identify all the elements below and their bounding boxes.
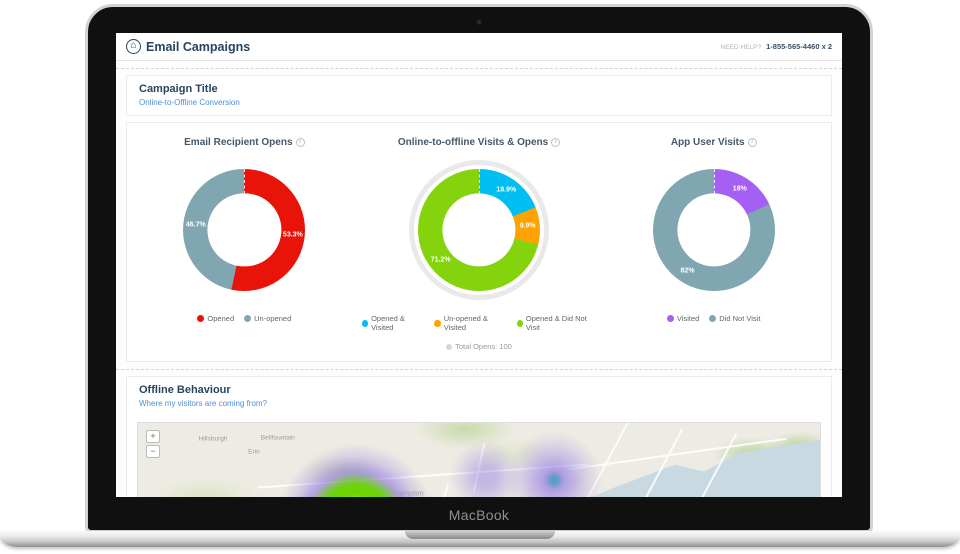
info-icon[interactable]: i <box>747 138 757 147</box>
chart-email-recipient-opens: Email Recipient Opens i 53.3% 46.7% Opene… <box>127 127 362 351</box>
donut-outer-ring: 18.9% 9.9% 71.2% <box>409 160 549 300</box>
legend-item: Un-opened <box>244 314 291 323</box>
chart-title: Online-to-offline Visits & Opens i <box>397 137 561 148</box>
chart-legend: Opened & Visited Un-opened & Visited Opene… <box>361 314 597 332</box>
slice-value-label: 18% <box>732 185 747 193</box>
help-area: NEED HELP? 1-855-565-4460 x 2 <box>721 42 832 51</box>
donut-stage: 53.3% 46.7% <box>183 154 306 306</box>
heatmap-spot <box>281 423 432 497</box>
donut-chart[interactable]: 18% 82% <box>652 169 775 291</box>
info-icon[interactable]: i <box>295 138 305 147</box>
chart-title-text: Email Recipient Opens <box>184 137 293 148</box>
slice-value-label: 71.2% <box>430 256 451 264</box>
heatmap-map[interactable]: Hillsburgh Bellfountain Erin Brampton + − <box>137 422 821 497</box>
macbook-brand-label: MacBook <box>448 507 510 523</box>
map-road <box>428 484 450 497</box>
chart-title: App User Visits i <box>671 137 757 148</box>
donut-chart[interactable]: 18.9% 9.9% 71.2% <box>418 169 540 291</box>
map-place-label: Erin <box>248 448 260 456</box>
legend-label: Un-opened <box>254 314 292 323</box>
dashboard: ⌂ Email Campaigns NEED HELP? 1-855-565-4… <box>116 33 842 497</box>
total-opens-text: Total Opens: 100 <box>455 342 512 351</box>
campaign-title-heading: Campaign Title <box>139 83 218 95</box>
legend-item: Did Not Visit <box>709 314 760 323</box>
slice-value-label: 53.3% <box>282 231 303 239</box>
legend-label: Did Not Visit <box>719 314 761 323</box>
chart-title-text: App User Visits <box>670 137 745 148</box>
legend-label: Opened & Did Not Visit <box>525 314 587 332</box>
slice-value-label: 18.9% <box>496 186 517 194</box>
chart-legend: Opened Un-opened <box>197 314 291 323</box>
legend-dot-icon <box>666 315 674 322</box>
heatmap-spot <box>445 436 526 497</box>
legend-item: Opened & Did Not Visit <box>516 314 597 332</box>
offline-behaviour-subtitle-link[interactable]: Where my visitors are coming from? <box>139 399 268 408</box>
map-road <box>472 443 486 493</box>
map-zoom-control: + − <box>146 430 160 458</box>
map-place-label: Bellfountain <box>260 434 295 442</box>
slice-value-label: 82% <box>680 267 695 275</box>
legend-item: Visited <box>666 314 700 323</box>
charts-panel: Email Recipient Opens i 53.3% 46.7% Opene… <box>126 122 832 362</box>
legend-dot-icon <box>434 319 441 327</box>
legend-label: Visited <box>676 314 700 323</box>
chart-online-to-offline: Online-to-offline Visits & Opens i 18.9%… <box>361 127 597 351</box>
campaign-subtitle-link[interactable]: Online-to-Offline Conversion <box>139 98 240 107</box>
slice-value-label: 46.7% <box>185 221 206 229</box>
map-road <box>258 463 588 489</box>
legend-label: Un-opened & Visited <box>443 314 488 332</box>
home-icon[interactable]: ⌂ <box>126 39 141 54</box>
legend-dot-icon <box>244 315 252 322</box>
section-divider <box>116 369 842 370</box>
donut-stage: 18% 82% <box>652 154 775 306</box>
macbook-base <box>0 531 960 547</box>
campaign-title-card: Campaign Title Online-to-Offline Convers… <box>126 75 832 116</box>
map-place-label: Brampton <box>391 488 424 497</box>
footnote-dot-icon <box>446 343 453 350</box>
need-help-label: NEED HELP? <box>720 44 762 51</box>
chart-app-user-visits: App User Visits i 18% 82% Visited Did Not … <box>596 127 831 351</box>
info-icon[interactable]: i <box>551 138 561 147</box>
donut-chart[interactable]: 53.3% 46.7% <box>183 169 306 291</box>
macbook-base-notch <box>405 531 555 539</box>
app-title: Email Campaigns <box>146 39 251 54</box>
section-divider <box>116 68 842 69</box>
chart-title: Email Recipient Opens i <box>184 137 305 148</box>
legend-dot-icon <box>197 315 205 322</box>
offline-behaviour-heading: Offline Behaviour <box>139 384 231 396</box>
chart-legend: Visited Did Not Visit <box>666 314 760 323</box>
legend-item: Opened & Visited <box>361 314 425 332</box>
legend-dot-icon <box>516 319 523 327</box>
legend-item: Un-opened & Visited <box>434 314 506 332</box>
slice-separator <box>479 169 480 194</box>
donut-stage: 18.9% 9.9% 71.2% <box>409 154 549 306</box>
zoom-out-button[interactable]: − <box>146 445 160 458</box>
slice-separator <box>244 169 246 194</box>
legend-dot-icon <box>709 315 717 322</box>
macbook-screen: ⌂ Email Campaigns NEED HELP? 1-855-565-4… <box>85 4 873 533</box>
chart-title-text: Online-to-offline Visits & Opens <box>397 137 549 148</box>
legend-item: Opened <box>197 314 234 323</box>
legend-label: Opened <box>207 314 235 323</box>
slice-separator <box>713 169 715 194</box>
legend-dot-icon <box>361 319 369 327</box>
legend-label: Opened & Visited <box>371 314 405 332</box>
total-opens-note: Total Opens: 100 <box>446 342 512 351</box>
zoom-in-button[interactable]: + <box>146 430 160 443</box>
offline-behaviour-card: Offline Behaviour Where my visitors are … <box>126 376 832 497</box>
top-navbar: ⌂ Email Campaigns NEED HELP? 1-855-565-4… <box>116 33 842 61</box>
webcam-icon <box>476 19 482 25</box>
slice-value-label: 9.9% <box>519 222 536 230</box>
help-phone-number[interactable]: 1-855-565-4460 x 2 <box>766 42 832 51</box>
map-place-label: Hillsburgh <box>198 435 228 443</box>
